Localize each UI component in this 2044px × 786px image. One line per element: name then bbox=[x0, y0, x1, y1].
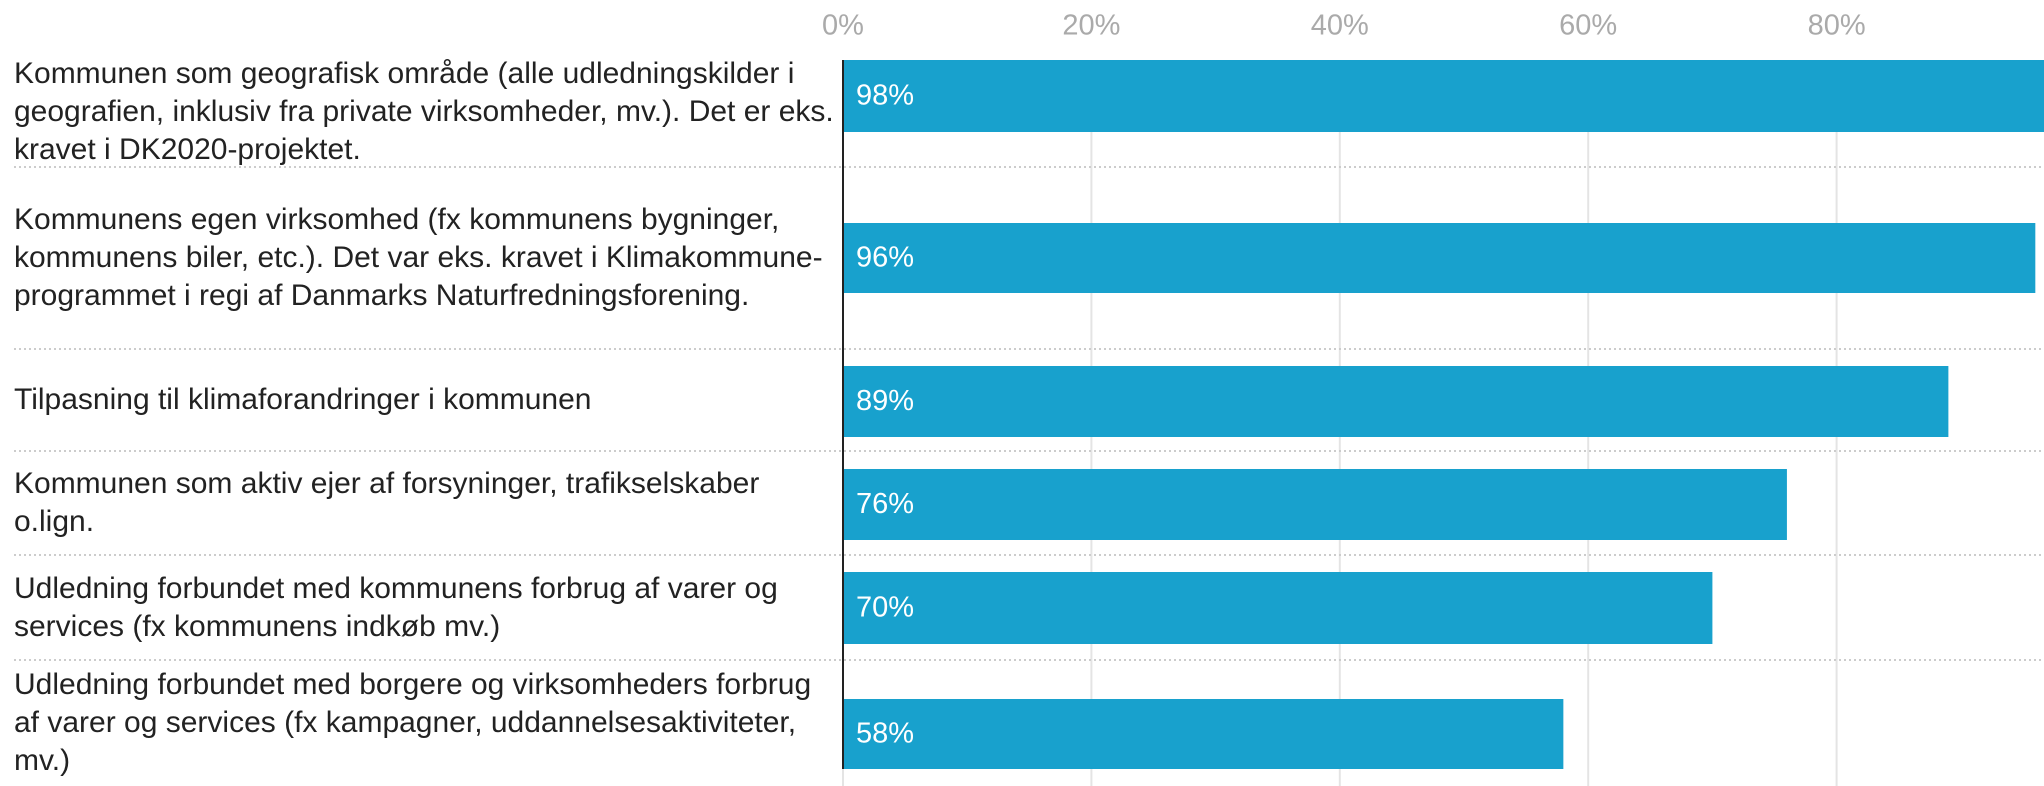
value-label: 70% bbox=[856, 592, 914, 624]
category-label: Kommunen som geografisk område (alle udl… bbox=[14, 56, 834, 166]
bar bbox=[843, 699, 1564, 769]
value-label: 89% bbox=[856, 385, 914, 417]
value-label: 58% bbox=[856, 718, 914, 750]
value-label: 76% bbox=[856, 488, 914, 520]
category-label: Tilpasning til klimaforandringer i kommu… bbox=[14, 383, 592, 416]
x-tick-label: 0% bbox=[822, 10, 864, 42]
category-label: Udledning forbundet med borgere og virks… bbox=[14, 668, 812, 777]
x-tick-label: 80% bbox=[1808, 10, 1866, 42]
x-tick-label: 60% bbox=[1559, 10, 1617, 42]
bar bbox=[843, 469, 1787, 540]
category-label: Kommunen som aktiv ejer af forsyninger, … bbox=[14, 467, 760, 538]
bar bbox=[843, 223, 2036, 293]
value-label: 98% bbox=[856, 80, 914, 112]
category-label: Udledning forbundet med kommunens forbru… bbox=[14, 571, 778, 643]
x-tick-label: 20% bbox=[1062, 10, 1120, 42]
value-label: 96% bbox=[856, 242, 914, 274]
category-label: Kommunens egen virksomhed (fx kommunens … bbox=[14, 203, 823, 312]
bar bbox=[843, 366, 1949, 437]
bar bbox=[843, 60, 2044, 132]
bar bbox=[843, 572, 1713, 644]
x-tick-label: 40% bbox=[1311, 10, 1369, 42]
